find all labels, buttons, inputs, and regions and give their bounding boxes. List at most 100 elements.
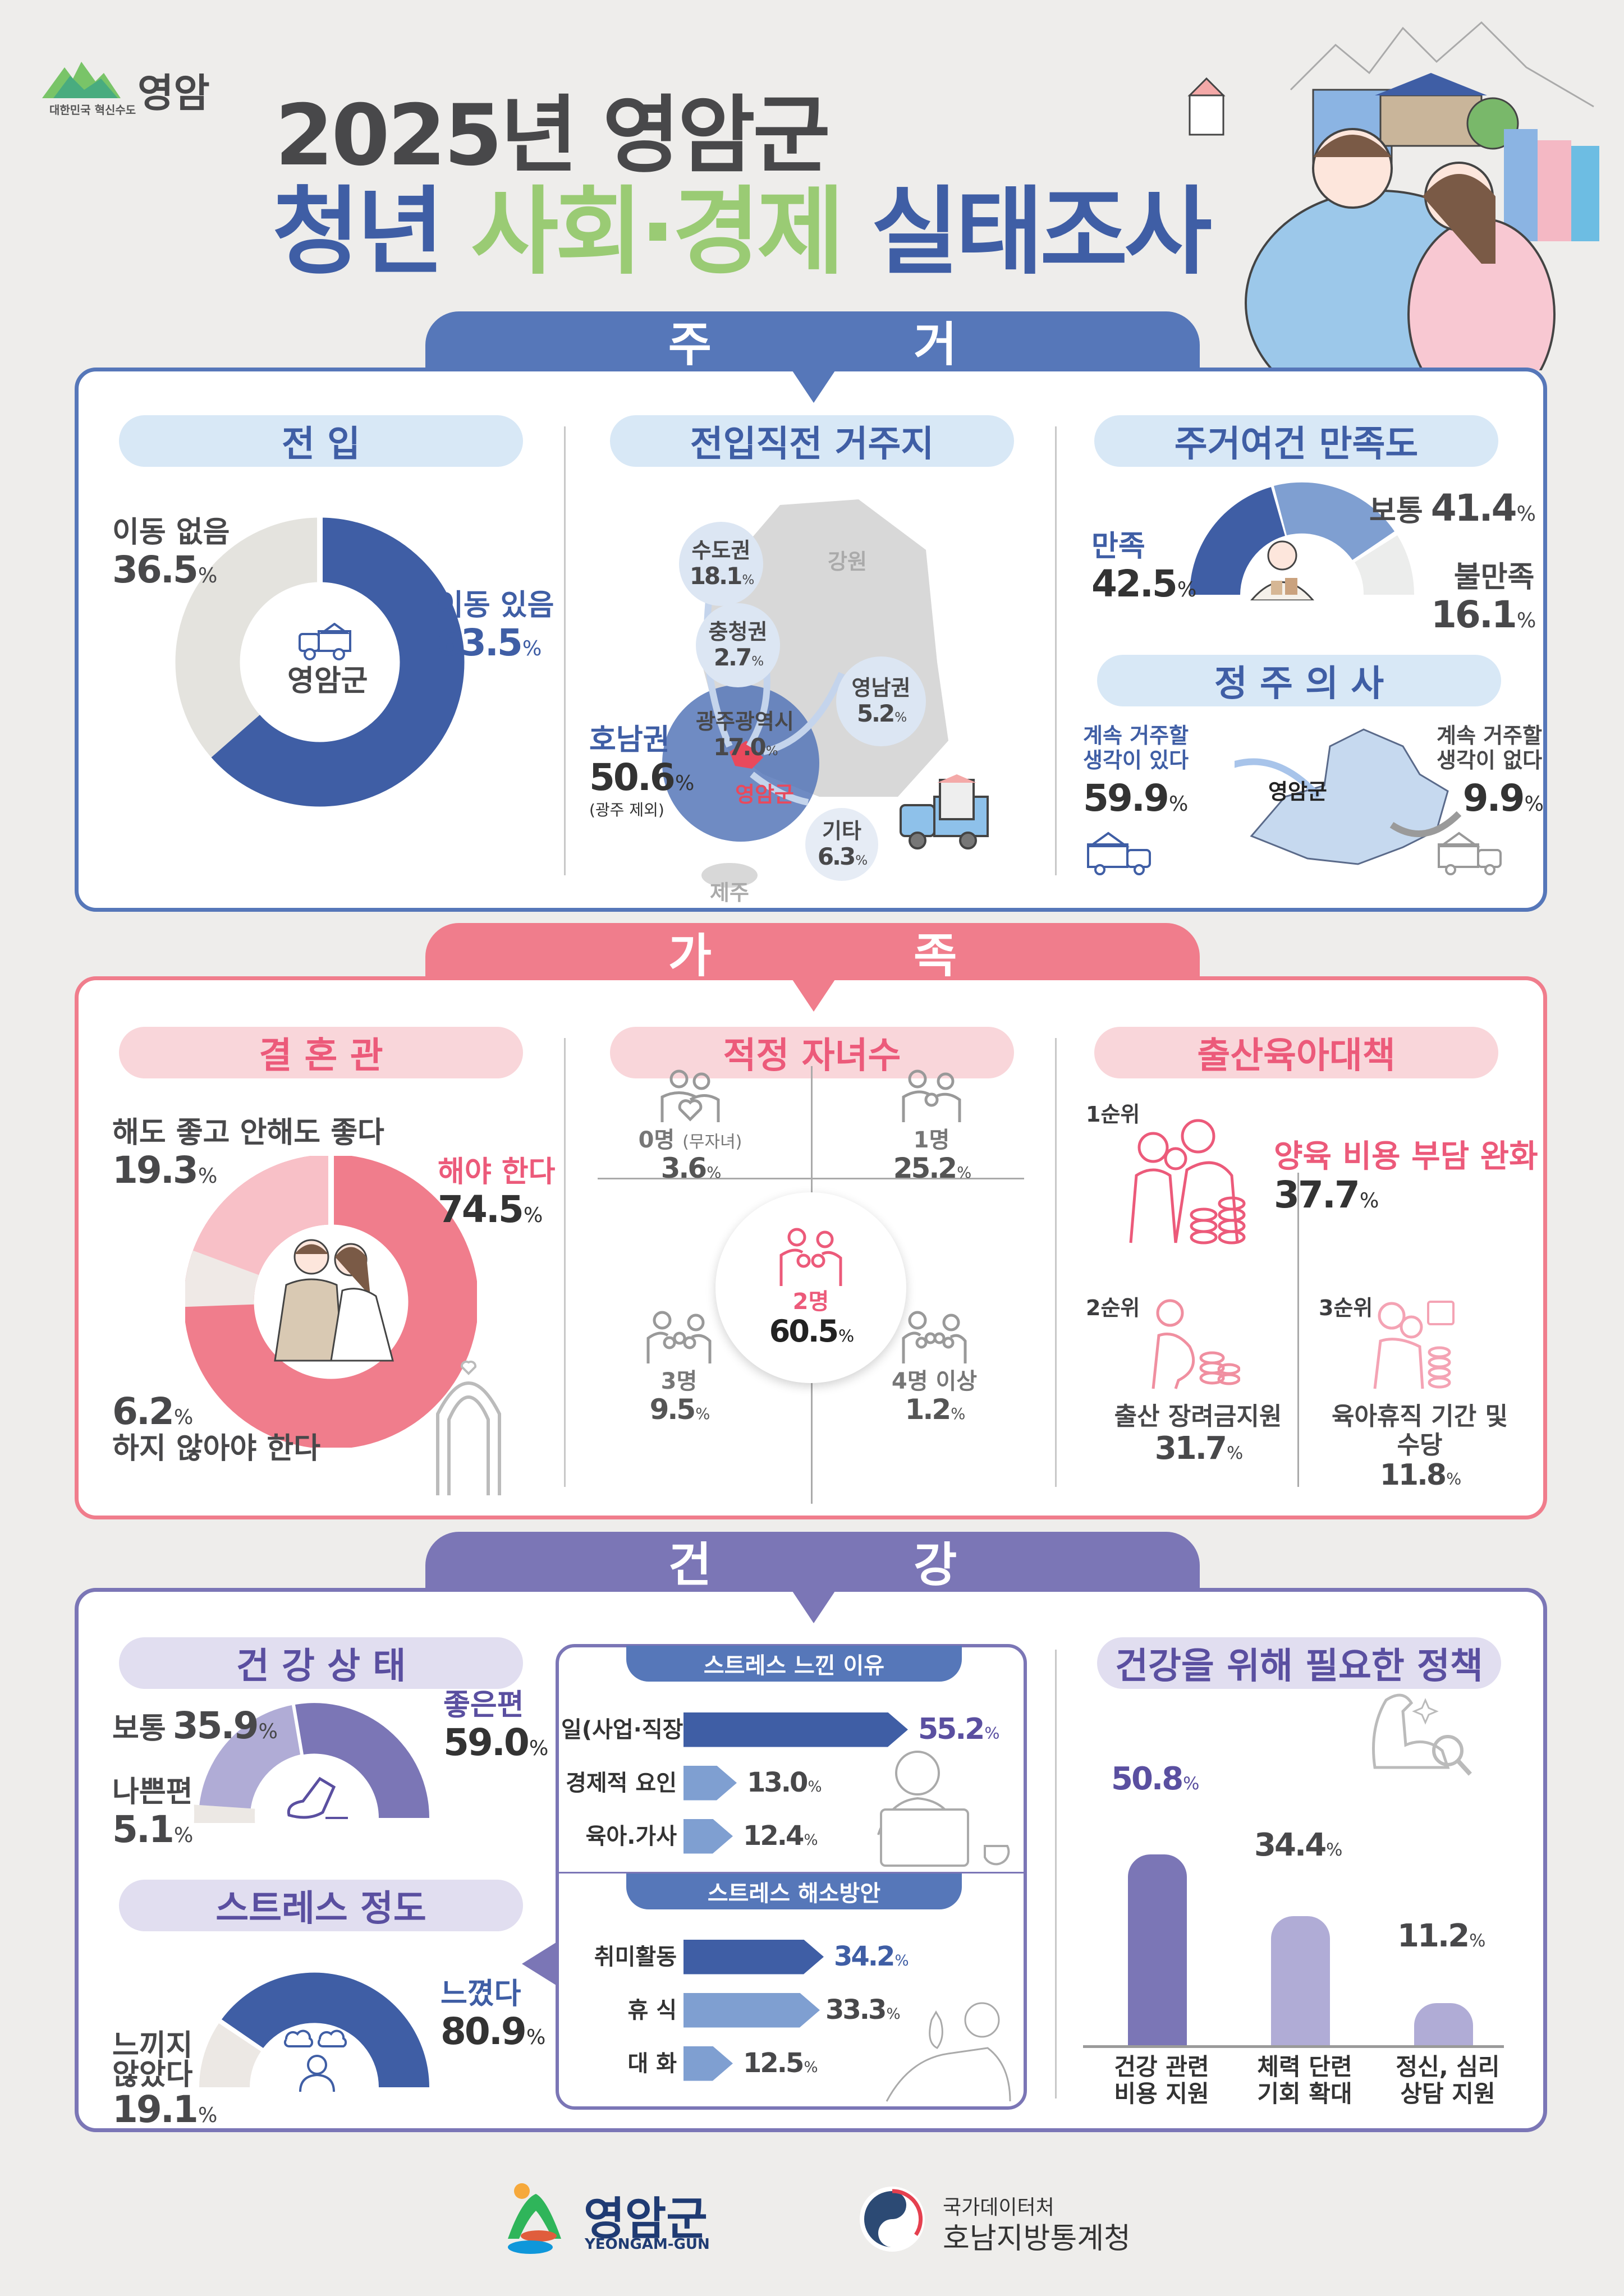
rank-1-label: 1순위 bbox=[1086, 1102, 1140, 1127]
children-2-highlight: 2명 60.5% bbox=[715, 1192, 906, 1383]
relief-row: 취미활동 34.2% bbox=[561, 1930, 1010, 1983]
satisfaction-gauge-chart bbox=[1190, 482, 1415, 595]
stress-reasons-title: 스트레스 느낀 이유 bbox=[626, 1646, 962, 1682]
value-mental: 11.2% bbox=[1397, 1918, 1485, 1954]
yeongam-district-map bbox=[1235, 728, 1462, 865]
speech-pointer bbox=[522, 1941, 558, 1986]
settlement-map-center: 영암군 bbox=[1268, 779, 1327, 804]
neutral-callout: 보통 41.4% bbox=[1369, 486, 1536, 530]
tab-pointer bbox=[791, 978, 836, 1012]
family-four-children-icon bbox=[902, 1311, 967, 1363]
rank-3-callout: 육아휴직 기간 및 수당 11.8% bbox=[1332, 1402, 1508, 1493]
divider bbox=[1297, 1173, 1299, 1487]
children-3: 3명 9.5% bbox=[606, 1310, 752, 1425]
bar-conversation bbox=[683, 2046, 733, 2081]
children-4plus: 4명 이상 1.2% bbox=[861, 1310, 1007, 1425]
bar-work bbox=[683, 1712, 908, 1747]
korea-map-shape-icon bbox=[662, 499, 948, 888]
marriage-title: 결 혼 관 bbox=[119, 1027, 523, 1078]
sad-person-rain-icon bbox=[283, 2029, 347, 2092]
yeongam-gun-logo: 영암군 YEONGAM-GUN bbox=[505, 2177, 741, 2261]
tab-pointer bbox=[791, 369, 836, 403]
stress-yes-callout: 느꼈다 80.9% bbox=[441, 1977, 545, 2053]
region-gwangju: 광주광역시 17.0% bbox=[696, 709, 794, 761]
no-move-callout: 이동 없음 36.5% bbox=[112, 516, 230, 591]
stress-level-gauge-chart bbox=[199, 1972, 429, 2087]
label-fitness: 체력 단련 기회 확대 bbox=[1257, 2053, 1352, 2108]
label-health-cost: 건강 관련 비용 지원 bbox=[1114, 2053, 1209, 2108]
move-in-title: 전 입 bbox=[119, 415, 523, 467]
stress-no-callout: 느끼지 않았다 19.1% bbox=[112, 2029, 217, 2131]
pregnant-woman-incentive-icon bbox=[1152, 1299, 1240, 1389]
dissatisfied-callout: 불만족 16.1% bbox=[1431, 561, 1536, 636]
family-two-children-icon bbox=[779, 1228, 842, 1287]
tab-family: 가 족 bbox=[425, 923, 1200, 984]
chart-baseline bbox=[1083, 2045, 1504, 2048]
moving-truck-house-icon bbox=[299, 623, 351, 660]
divider bbox=[564, 426, 566, 875]
bar-rest bbox=[683, 1993, 820, 2028]
bar-health-cost bbox=[1128, 1854, 1187, 2045]
bar-childcare bbox=[683, 1819, 733, 1854]
tab-pointer bbox=[791, 1590, 836, 1623]
leave-callout: 계속 거주할 생각이 없다 9.9% bbox=[1437, 723, 1544, 820]
move-in-donut-chart bbox=[175, 516, 465, 807]
health-policy-title: 건강을 위해 필요한 정책 bbox=[1097, 1637, 1501, 1689]
title-survey: 청년 사회·경제 실태조사 bbox=[272, 177, 1212, 288]
mountain-logo-icon bbox=[42, 62, 121, 98]
children-title: 적정 자녀수 bbox=[610, 1027, 1014, 1078]
org1-roman: YEONGAM-GUN bbox=[585, 2236, 710, 2253]
satisfaction-title: 주거여건 만족도 bbox=[1094, 415, 1498, 467]
stress-reasons-chart: 일(사업·직장) 55.2% 경제적 요인 13.0% 육아.가사 12.4% bbox=[561, 1703, 1010, 1863]
previous-residence-title: 전입직전 거주지 bbox=[610, 415, 1014, 467]
map-label-jeju: 제주 bbox=[710, 880, 749, 905]
health-status-gauge-chart bbox=[194, 1703, 429, 1823]
value-health-cost: 50.8% bbox=[1111, 1761, 1199, 1797]
should-not-callout: 6.2% 하지 않아야 한다 bbox=[112, 1390, 321, 1466]
family-one-child-icon bbox=[902, 1069, 961, 1122]
rank-2-callout: 출산 장려금지원 31.7% bbox=[1114, 1402, 1282, 1467]
stay-callout: 계속 거주할 생각이 있다 59.9% bbox=[1083, 723, 1189, 820]
box-divider bbox=[559, 1872, 1024, 1873]
family-three-children-icon bbox=[646, 1311, 712, 1363]
label-mental: 정신, 심리 상담 지원 bbox=[1396, 2053, 1500, 2108]
stress-relief-chart: 취미활동 34.2% 휴 식 33.3% 대 화 12.5% bbox=[561, 1930, 1010, 2090]
youth-couple-illustration bbox=[1167, 11, 1616, 416]
leave-truck-icon bbox=[1437, 832, 1502, 875]
moved-callout: 이동 있음 63.5% bbox=[437, 589, 554, 664]
rank-1-callout: 양육 비용 부담 완화 37.7% bbox=[1274, 1138, 1538, 1217]
relaxing-woman-cat-icon bbox=[886, 2002, 1011, 2102]
muscle-magnifier-icon bbox=[1372, 1693, 1472, 1776]
yeongam-top-logo: 대한민국 혁신수도 영암 bbox=[39, 56, 253, 118]
children-1: 1명 25.2% bbox=[859, 1069, 1004, 1184]
bar-fitness bbox=[1271, 1916, 1330, 2045]
move-in-donut: 영암군 bbox=[129, 494, 522, 842]
target-county-label: 영암군 bbox=[735, 782, 794, 807]
health-good-callout: 좋은편 59.0% bbox=[443, 1688, 548, 1764]
wedding-couple-icon bbox=[274, 1239, 394, 1362]
birth-policy-title: 출산육아대책 bbox=[1094, 1027, 1498, 1078]
satisfied-callout: 만족 42.5% bbox=[1091, 530, 1196, 605]
health-normal-callout: 보통 35.9% bbox=[112, 1704, 278, 1747]
stress-level-title: 스트레스 정도 bbox=[119, 1880, 523, 1931]
honam-callout: 호남권 50.6% (광주 제외) bbox=[589, 723, 694, 820]
family-childcare-cost-icon bbox=[1129, 1119, 1246, 1245]
health-bad-callout: 나쁜편 5.1% bbox=[112, 1775, 193, 1851]
bar-hobby bbox=[683, 1940, 824, 1974]
relief-row: 대 화 12.5% bbox=[561, 2037, 1010, 2090]
reason-row: 육아.가사 12.4% bbox=[561, 1810, 1010, 1863]
divider bbox=[1055, 426, 1057, 875]
government-emblem-icon bbox=[860, 2187, 925, 2252]
divider bbox=[564, 1038, 566, 1487]
village-couple-icon bbox=[1187, 21, 1599, 416]
statistics-office-logo: 국가데이터처 호남지방통계청 bbox=[859, 2180, 1150, 2258]
reason-row: 일(사업·직장) 55.2% bbox=[561, 1712, 1000, 1747]
bar-economic bbox=[683, 1766, 737, 1801]
stay-truck-icon bbox=[1086, 832, 1151, 875]
region-bubble-yeongnam: 영남권 5.2% bbox=[836, 656, 926, 746]
org2-line2: 호남지방통계청 bbox=[943, 2222, 1131, 2256]
region-bubble-chungcheong: 충청권 2.7% bbox=[696, 603, 780, 687]
divider bbox=[1055, 1038, 1057, 1487]
region-bubble-other: 기타 6.3% bbox=[805, 808, 878, 881]
logo-name: 영암 bbox=[137, 70, 210, 116]
